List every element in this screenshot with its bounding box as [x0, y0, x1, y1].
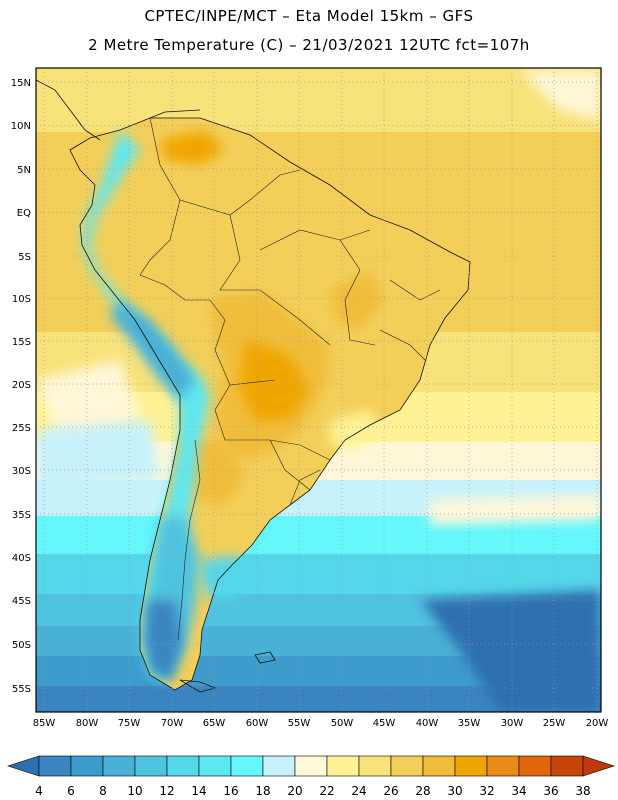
- colorbar-swatch: [102, 755, 136, 777]
- lon-label: 30W: [501, 718, 524, 729]
- colorbar-swatch: [166, 755, 200, 777]
- colorbar-swatch: [550, 755, 584, 777]
- colorbar-swatch: [230, 755, 264, 777]
- lon-label: 60W: [246, 718, 269, 729]
- lat-label: 40S: [12, 553, 31, 564]
- lat-label: 50S: [12, 640, 31, 651]
- colorbar-label: 32: [479, 784, 494, 798]
- colorbar-label: 20: [287, 784, 302, 798]
- lon-label: 70W: [161, 718, 184, 729]
- temperature-field: [36, 68, 601, 712]
- map-frame: [35, 67, 602, 713]
- lat-label: 15N: [11, 78, 31, 89]
- colorbar-swatch: [454, 755, 488, 777]
- colorbar-label: 12: [159, 784, 174, 798]
- colorbar-label: 4: [35, 784, 43, 798]
- colorbar-label: 18: [255, 784, 270, 798]
- colorbar-swatch: [294, 755, 328, 777]
- colorbar-swatch: [486, 755, 520, 777]
- lat-label: 10S: [12, 294, 31, 305]
- lat-label: 5S: [18, 252, 31, 263]
- lon-label: 85W: [33, 718, 56, 729]
- lon-label: 65W: [203, 718, 226, 729]
- colorbar-swatch: [262, 755, 296, 777]
- coastline: [35, 79, 471, 693]
- temperature-map: 15N 10N 5N EQ 5S 10S 15S 20S 25S 30S 35S…: [11, 67, 609, 729]
- colorbar-label: 14: [191, 784, 206, 798]
- colorbar-swatch: [326, 755, 360, 777]
- country-borders: [139, 117, 441, 641]
- colorbar-label: 24: [351, 784, 366, 798]
- colorbar-swatch: [358, 755, 392, 777]
- lat-label: 5N: [17, 165, 31, 176]
- lat-label: 10N: [11, 121, 31, 132]
- colorbar-swatch: [422, 755, 456, 777]
- lat-label: 20S: [12, 380, 31, 391]
- colorbar-label: 26: [383, 784, 398, 798]
- colorbar-label: 36: [543, 784, 558, 798]
- colorbar-arrow-high: [582, 755, 615, 777]
- lon-label: 75W: [118, 718, 141, 729]
- longitude-axis: 85W 80W 75W 70W 65W 60W 55W 50W 45W 40W …: [33, 718, 609, 729]
- colorbar-swatch: [518, 755, 552, 777]
- colorbar-arrow-low: [7, 755, 40, 777]
- colorbar-swatch: [134, 755, 168, 777]
- colorbar: 4 6 8 10 12 14 16 18 20 22 24 26 28 30 3…: [7, 755, 615, 798]
- colorbar-labels: 4 6 8 10 12 14 16 18 20 22 24 26 28 30 3…: [35, 784, 590, 798]
- colorbar-label: 16: [223, 784, 238, 798]
- lat-label: 15S: [12, 337, 31, 348]
- map-title: CPTEC/INPE/MCT – Eta Model 15km – GFS: [144, 7, 474, 25]
- colorbar-label: 6: [67, 784, 75, 798]
- colorbar-swatch: [38, 755, 72, 777]
- latitude-axis: 15N 10N 5N EQ 5S 10S 15S 20S 25S 30S 35S…: [11, 78, 31, 695]
- lon-label: 50W: [331, 718, 354, 729]
- lon-label: 35W: [458, 718, 481, 729]
- colorbar-label: 28: [415, 784, 430, 798]
- lat-label: 35S: [12, 510, 31, 521]
- colorbar-label: 38: [575, 784, 590, 798]
- colorbar-swatch: [390, 755, 424, 777]
- map-subtitle: 2 Metre Temperature (C) – 21/03/2021 12U…: [88, 36, 530, 54]
- colorbar-label: 34: [511, 784, 526, 798]
- colorbar-swatch: [70, 755, 104, 777]
- colorbar-swatch: [198, 755, 232, 777]
- lon-label: 80W: [76, 718, 99, 729]
- lat-label: EQ: [17, 208, 31, 219]
- graticule: [36, 68, 601, 712]
- lon-label: 20W: [586, 718, 609, 729]
- colorbar-label: 8: [99, 784, 107, 798]
- lat-label: 55S: [12, 684, 31, 695]
- colorbar-swatches: [7, 755, 615, 777]
- lon-label: 40W: [416, 718, 439, 729]
- lat-label: 45S: [12, 596, 31, 607]
- lat-label: 30S: [12, 466, 31, 477]
- colorbar-label: 22: [319, 784, 334, 798]
- colorbar-label: 10: [127, 784, 142, 798]
- lat-label: 25S: [12, 423, 31, 434]
- lon-label: 45W: [373, 718, 396, 729]
- colorbar-label: 30: [447, 784, 462, 798]
- lon-label: 25W: [543, 718, 566, 729]
- lon-label: 55W: [288, 718, 311, 729]
